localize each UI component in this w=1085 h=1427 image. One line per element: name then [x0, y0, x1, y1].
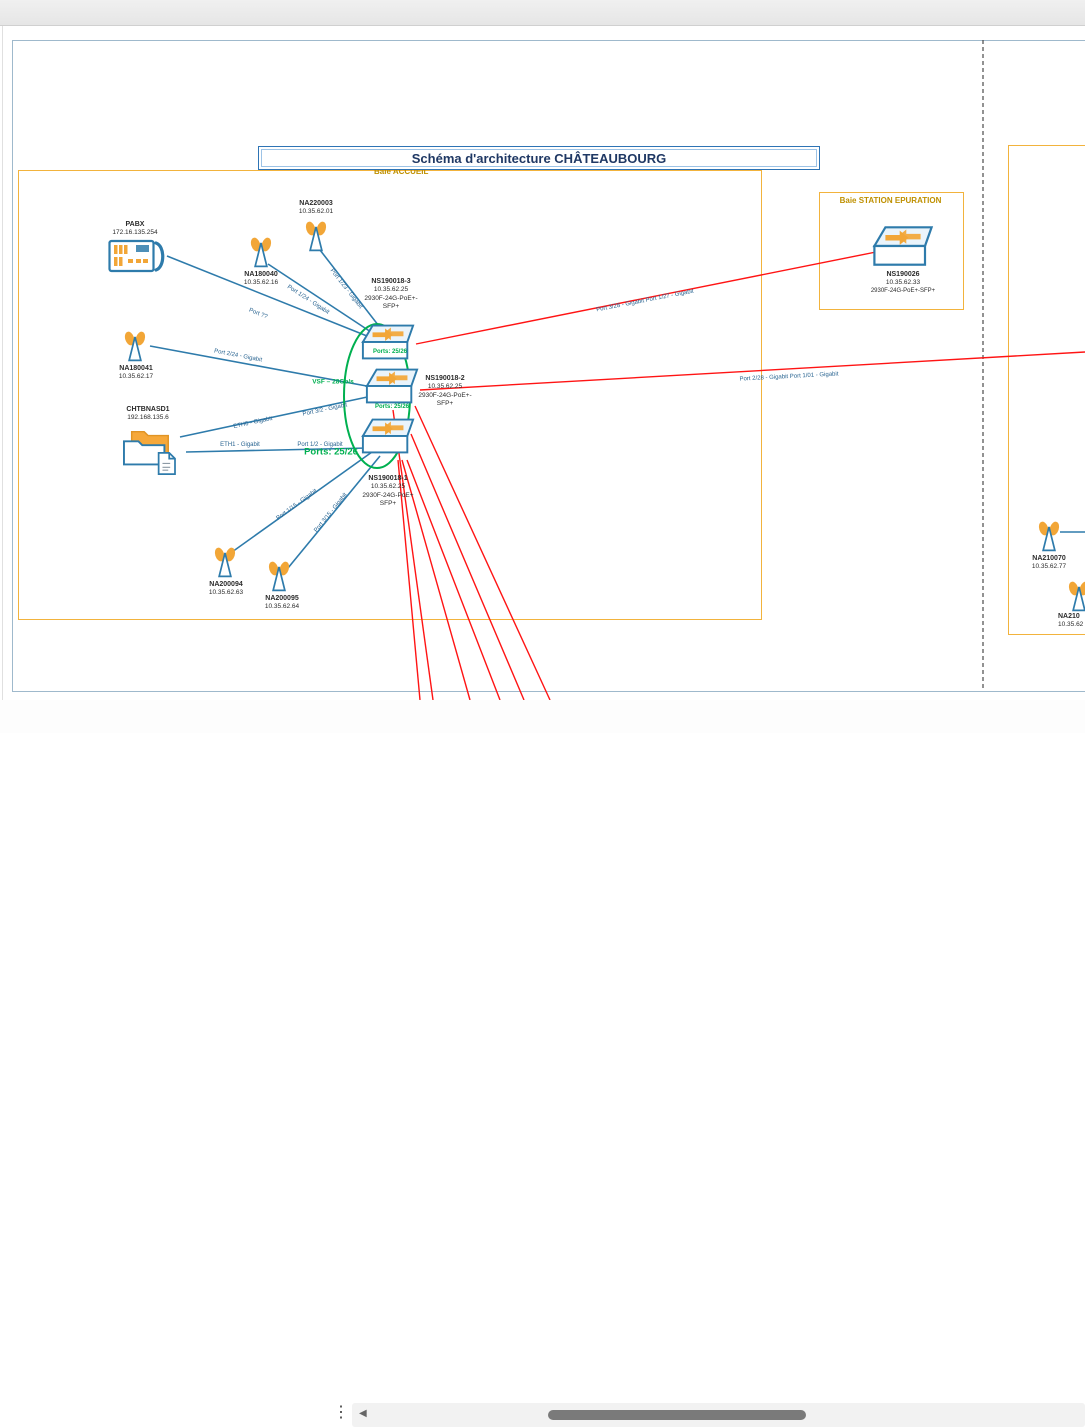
switch-icon	[360, 416, 416, 456]
device-ip: 10.35.62.64	[264, 603, 300, 611]
device-ip: 10.35.62.25	[427, 383, 463, 391]
vsf-ports-label-top: Ports: 25/26	[372, 349, 408, 355]
access-point-icon	[266, 560, 292, 592]
zone-baie-accueil[interactable]	[18, 170, 762, 620]
bottom-scrollbar-area: ⋮ ◀	[0, 700, 1085, 1427]
device-name: CHTBNASD1	[126, 406, 170, 413]
device-label-ns190018-1: NS190018-1 10.35.62.25 2930F-24G-PoE+ SF…	[345, 474, 431, 508]
vsf-ports-label-big: Ports: 25/26	[304, 446, 358, 458]
device-model: SFP+	[382, 302, 400, 310]
device-name: NS190018-2	[425, 375, 465, 382]
device-ns190026[interactable]	[870, 224, 936, 273]
device-na200095[interactable]	[266, 560, 292, 597]
device-label-chtbnasd1: CHTBNASD1 192.168.135.6	[98, 405, 198, 423]
device-pabx[interactable]	[108, 238, 168, 279]
switch-icon	[870, 224, 936, 268]
access-point-icon	[248, 236, 274, 268]
device-name: NS190018-1	[368, 475, 408, 482]
link-label: ETH1 - Gigabit	[220, 442, 260, 448]
access-point-icon	[303, 220, 329, 252]
device-name: NA200094	[209, 581, 243, 588]
device-ip: 10.35.62.77	[1031, 563, 1067, 571]
device-name: NS190018-3	[371, 278, 411, 285]
device-label-ns190018-3: NS190018-3 10.35.62.25 2930F-24G-PoE+- S…	[348, 277, 434, 311]
device-na210070[interactable]	[1036, 520, 1062, 557]
diagram-title: Schéma d'architecture CHÂTEAUBOURG	[411, 150, 667, 166]
device-chtbnasd1[interactable]	[118, 424, 180, 481]
device-label-na200094: NA200094 10.35.62.63	[188, 580, 264, 598]
device-na220003[interactable]	[303, 220, 329, 257]
canvas-left-edge	[2, 26, 3, 700]
device-label-ns190026: NS190026 10.35.62.33 2930F-24G-PoE+-SFP+	[848, 270, 958, 295]
device-ip: 10.35.62	[1058, 621, 1084, 629]
device-model: SFP+	[436, 399, 454, 407]
zone-label-accueil: Baie ACCUEIL	[374, 167, 429, 176]
access-point-icon	[1036, 520, 1062, 552]
device-ip: 10.35.62.17	[118, 373, 154, 381]
device-label-na180040: NA180040 10.35.62.16	[223, 270, 299, 288]
device-ip: 10.35.62.63	[208, 589, 244, 597]
scrollbar-thumb[interactable]	[548, 1410, 806, 1420]
pabx-icon	[108, 238, 168, 274]
device-name: NA180040	[244, 271, 278, 278]
nas-icon	[118, 424, 180, 476]
device-name: NA200095	[265, 595, 299, 602]
device-ip: 10.35.62.33	[885, 279, 921, 287]
device-model: SFP+	[379, 499, 397, 507]
device-name: NA220003	[299, 200, 333, 207]
device-model: 2930F-24G-PoE+-	[364, 294, 418, 302]
zone-baie-station-epuration[interactable]	[819, 192, 964, 310]
zone-label-epuration: Baie STATION EPURATION	[839, 196, 942, 205]
device-model: 2930F-24G-PoE+	[362, 491, 414, 499]
link-label: Port 1/2 - Gigabit	[297, 442, 343, 448]
vsf-bandwidth-label: VSF – 28Gb/s	[312, 378, 354, 386]
horizontal-scrollbar[interactable]: ◀	[352, 1403, 1085, 1427]
diagram-title-box[interactable]: Schéma d'architecture CHÂTEAUBOURG	[258, 146, 820, 170]
device-na180040[interactable]	[248, 236, 274, 273]
device-name: NS190026	[886, 271, 920, 278]
device-ip: 10.35.62.16	[243, 279, 279, 287]
device-ip: 10.35.62.01	[298, 208, 334, 216]
device-label-na180041: NA180041 10.35.62.17	[98, 364, 174, 382]
device-ip: 172.16.135.254	[112, 229, 158, 237]
device-label-na220003: NA220003 10.35.62.01	[276, 199, 356, 217]
device-name: NA210070	[1032, 555, 1066, 562]
device-ns190018-3[interactable]	[360, 322, 416, 367]
window-top-chrome	[0, 0, 1085, 26]
access-point-icon	[1066, 580, 1085, 612]
device-label-na210070: NA210070 10.35.62.77	[1010, 554, 1085, 572]
device-na200094[interactable]	[212, 546, 238, 583]
scroll-left-arrow-icon[interactable]: ◀	[359, 1408, 367, 1419]
device-label-na210-partial: NA210 10.35.62	[1058, 612, 1085, 630]
device-label-ns190018-2: NS190018-2 10.35.62.25 2930F-24G-PoE+- S…	[402, 374, 488, 408]
device-name: NA180041	[119, 365, 153, 372]
switch-icon	[360, 322, 416, 362]
device-ip: 192.168.135.6	[127, 414, 169, 422]
device-model: 2930F-24G-PoE+-	[418, 391, 472, 399]
access-point-icon	[212, 546, 238, 578]
device-label-na200095: NA200095 10.35.62.64	[244, 594, 320, 612]
drag-handle-icon[interactable]: ⋮	[333, 1404, 349, 1421]
device-ns190018-1[interactable]	[360, 416, 416, 461]
vsf-ports-label-mid: Ports: 25/26	[374, 404, 410, 410]
device-label-pabx: PABX 172.16.135.254	[95, 220, 175, 238]
device-ip: 10.35.62.25	[370, 483, 406, 491]
device-na180041[interactable]	[122, 330, 148, 367]
device-name: NA210	[1058, 613, 1080, 620]
device-name: PABX	[125, 221, 145, 228]
access-point-icon	[122, 330, 148, 362]
device-ip: 10.35.62.25	[373, 286, 409, 294]
device-model: 2930F-24G-PoE+-SFP+	[870, 287, 936, 294]
